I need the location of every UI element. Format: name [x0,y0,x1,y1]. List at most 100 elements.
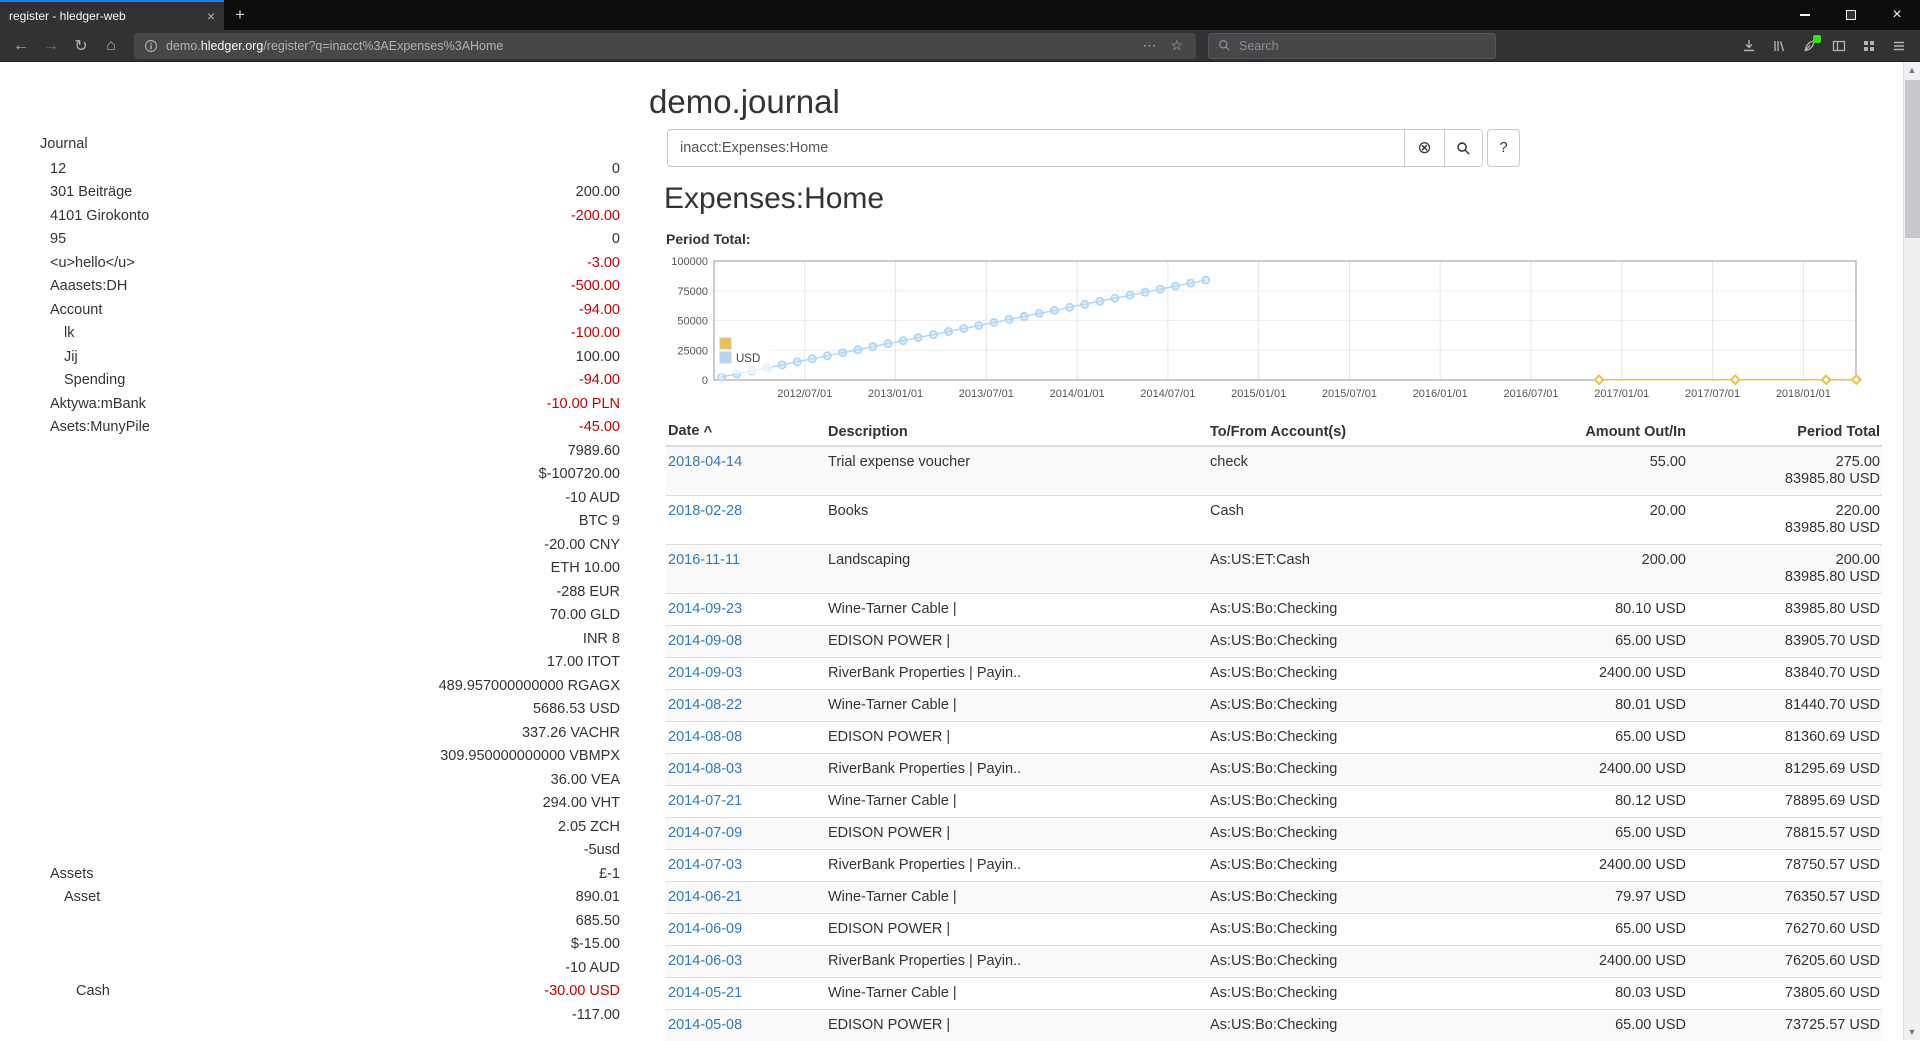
period-total: 73805.60 USD [1688,978,1882,1010]
downloads-button[interactable] [1734,32,1764,60]
account-name[interactable]: 301 Beiträge [40,184,132,200]
svg-text:2017/07/01: 2017/07/01 [1685,388,1740,400]
site-info-icon[interactable] [144,39,158,53]
transaction-date-link[interactable]: 2014-09-08 [668,633,742,649]
clear-query-button[interactable]: ⊗ [1405,129,1445,167]
svg-text:2013/01/01: 2013/01/01 [868,388,923,400]
svg-text:2014/07/01: 2014/07/01 [1140,388,1195,400]
svg-text:50000: 50000 [677,316,708,328]
transaction-date-link[interactable]: 2014-06-21 [668,889,742,905]
sidebar-balance-row: BTC 9 [40,510,620,534]
account-name[interactable]: Cash [40,983,110,999]
sidebar-balance-row: 489.957000000000 RGAGX [40,674,620,698]
account-name[interactable]: Asets:MunyPile [40,419,150,435]
transaction-date-link[interactable]: 2014-07-09 [668,825,742,841]
transaction-date-link[interactable]: 2014-08-03 [668,761,742,777]
transaction-date-link[interactable]: 2014-06-03 [668,953,742,969]
transaction-description: RiverBank Properties | Payin.. [826,754,1208,786]
minimize-button[interactable] [1782,0,1828,30]
account-name[interactable]: <u>hello</u> [40,255,135,271]
transaction-date-link[interactable]: 2016-11-11 [668,552,740,568]
scroll-up-icon[interactable]: ▲ [1904,62,1920,78]
home-button[interactable]: ⌂ [96,32,126,60]
page-scrollbar[interactable]: ▲ ▼ [1903,62,1920,1040]
menu-button[interactable] [1884,32,1914,60]
transaction-date-link[interactable]: 2014-05-21 [668,985,742,1001]
account-name[interactable]: 12 [40,161,66,177]
account-balance: -10.00 PLN [547,396,620,412]
back-button[interactable]: ← [6,32,36,60]
query-form: ⊗ ? [667,129,1520,167]
new-tab-button[interactable]: + [224,0,256,30]
account-name[interactable]: 95 [40,231,66,247]
account-balance: ETH 10.00 [551,560,620,576]
sidebar-balance-row: 7989.60 [40,439,620,463]
close-window-button[interactable]: × [1874,0,1920,30]
sidebar-balance-row: -20.00 CNY [40,533,620,557]
scrollbar-thumb[interactable] [1905,80,1920,238]
transaction-date-link[interactable]: 2014-09-03 [668,665,742,681]
sidebar-balance-row: 36.00 VEA [40,768,620,792]
account-balance: -117.00 [572,1007,620,1023]
transaction-date-link[interactable]: 2018-04-14 [668,454,742,470]
account-name[interactable]: 4101 Girokonto [40,208,149,224]
transaction-date-link[interactable]: 2014-08-08 [668,729,742,745]
scroll-down-icon[interactable]: ▼ [1904,1024,1920,1040]
transaction-date-link[interactable]: 2014-07-03 [668,857,742,873]
transaction-description: EDISON POWER | [826,1010,1208,1041]
help-button[interactable]: ? [1487,129,1520,167]
account-name[interactable]: Assets [40,866,94,882]
svg-text:2012/07/01: 2012/07/01 [777,388,832,400]
sidebar-balance-row: INR 8 [40,627,620,651]
restore-button[interactable] [1828,0,1874,30]
account-name[interactable]: Aktywa:mBank [40,396,146,412]
bookmark-star-icon[interactable]: ☆ [1167,37,1186,54]
url-bar[interactable]: demo.hledger.org/register?q=inacct%3AExp… [134,33,1196,59]
sidebar-balance-row: 309.950000000000 VBMPX [40,745,620,769]
tab-title: register - hledger-web [9,9,199,23]
transaction-amount: 2400.00 USD [1508,850,1688,882]
page-actions-icon[interactable]: ⋯ [1139,37,1159,54]
whats-new-button[interactable] [1794,32,1824,60]
transaction-date-link[interactable]: 2014-05-08 [668,1017,742,1033]
transaction-description: Wine-Tarner Cable | [826,978,1208,1010]
account-name[interactable]: Spending [40,372,125,388]
transaction-date-link[interactable]: 2014-09-23 [668,601,742,617]
browser-tab-active[interactable]: register - hledger-web × [0,0,224,30]
search-button[interactable] [1445,129,1483,167]
transaction-date-link[interactable]: 2014-07-21 [668,793,742,809]
svg-text:2018/01/01: 2018/01/01 [1776,388,1831,400]
library-button[interactable] [1764,32,1794,60]
account-name[interactable]: Account [40,302,102,318]
account-name[interactable]: Jij [40,349,78,365]
reload-button[interactable]: ↻ [66,32,96,60]
column-date[interactable]: Date^ [666,418,826,446]
query-input[interactable] [667,129,1405,167]
account-balance: -200.00 [571,208,620,224]
forward-button[interactable]: → [36,32,66,60]
transaction-date-link[interactable]: 2018-02-28 [668,503,742,519]
account-balance: -100.00 [571,325,620,341]
account-balance: 100.00 [576,349,620,365]
account-name[interactable]: Asset [40,889,100,905]
transaction-date-link[interactable]: 2014-06-09 [668,921,742,937]
sidebar-toggle-button[interactable] [1824,32,1854,60]
account-balance: -5usd [584,842,620,858]
transaction-description: EDISON POWER | [826,818,1208,850]
account-balance: 685.50 [576,913,620,929]
journal-link-row: Journal [40,131,620,157]
transaction-description: Wine-Tarner Cable | [826,594,1208,626]
account-name[interactable]: lk [40,325,74,341]
apps-grid-button[interactable] [1854,32,1884,60]
journal-link[interactable]: Journal [40,136,88,152]
sidebar-balance-row: -5usd [40,839,620,863]
transaction-date-link[interactable]: 2014-08-22 [668,697,742,713]
browser-search-bar[interactable]: Search [1208,33,1496,59]
account-name[interactable]: Aaasets:DH [40,278,127,294]
account-balance: 294.00 VHT [543,795,620,811]
tab-close-icon[interactable]: × [207,9,215,23]
